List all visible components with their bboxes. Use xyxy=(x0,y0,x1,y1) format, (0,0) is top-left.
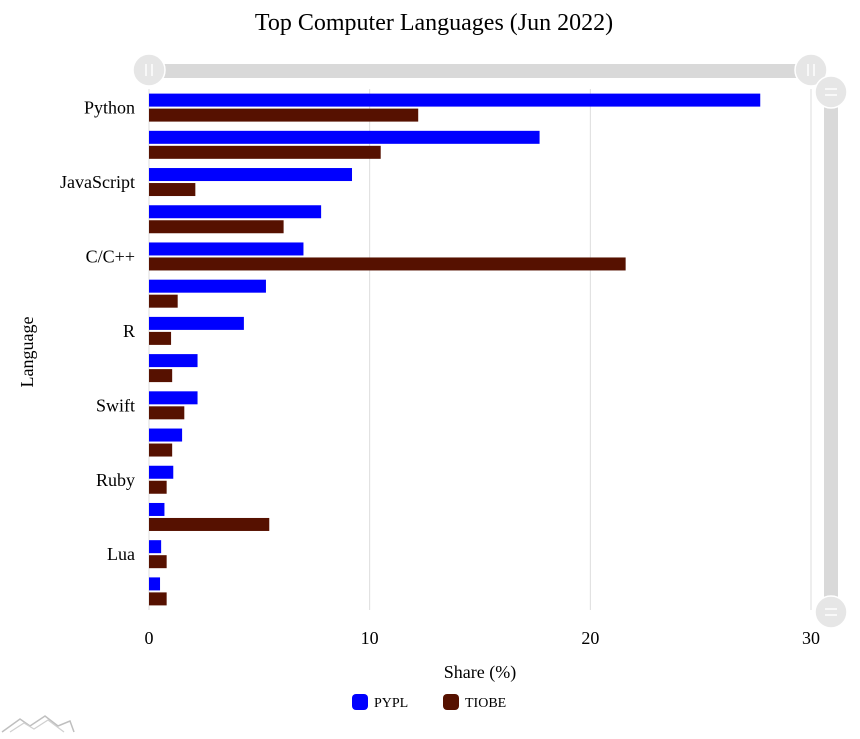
bar-pypl[interactable] xyxy=(149,354,198,368)
bar-pypl[interactable] xyxy=(149,502,165,516)
bar-pypl[interactable] xyxy=(149,130,540,144)
category-label: JavaScript xyxy=(60,172,135,192)
category-label: Swift xyxy=(96,395,135,415)
bar-pypl[interactable] xyxy=(149,577,161,591)
bar-pypl[interactable] xyxy=(149,316,244,330)
bar-tiobe[interactable] xyxy=(149,517,270,531)
bar-tiobe[interactable] xyxy=(149,555,167,569)
bar-pypl[interactable] xyxy=(149,391,198,405)
bar-pypl[interactable] xyxy=(149,93,761,107)
bar-tiobe[interactable] xyxy=(149,183,196,197)
legend-label: PYPL xyxy=(374,696,408,711)
bar-tiobe[interactable] xyxy=(149,220,284,234)
scroll-handle-top[interactable] xyxy=(814,75,848,109)
x-tick-label: 0 xyxy=(145,628,154,648)
x-tick-label: 30 xyxy=(802,628,820,648)
scroll-handle-right[interactable] xyxy=(794,53,828,87)
bars xyxy=(149,93,761,606)
legend[interactable]: PYPL TIOBE xyxy=(352,694,506,711)
x-axis-title: Share (%) xyxy=(444,662,516,683)
vertical-scrollbar-track[interactable] xyxy=(824,92,838,612)
bar-tiobe[interactable] xyxy=(149,592,167,606)
bar-tiobe[interactable] xyxy=(149,108,419,122)
horizontal-scrollbar[interactable] xyxy=(132,53,828,87)
x-tick-label: 20 xyxy=(581,628,599,648)
bar-pypl[interactable] xyxy=(149,465,174,479)
bar-pypl[interactable] xyxy=(149,242,304,256)
category-label: Ruby xyxy=(96,470,135,490)
bar-tiobe[interactable] xyxy=(149,443,173,457)
category-label: R xyxy=(123,321,135,341)
category-label: Lua xyxy=(107,544,135,564)
bar-tiobe[interactable] xyxy=(149,331,172,345)
bar-tiobe[interactable] xyxy=(149,480,167,494)
bar-pypl[interactable] xyxy=(149,279,266,293)
bar-pypl[interactable] xyxy=(149,540,162,554)
category-label: C/C++ xyxy=(86,246,135,266)
bar-pypl[interactable] xyxy=(149,168,353,182)
scroll-handle-left[interactable] xyxy=(132,53,166,87)
legend-item-tiobe[interactable]: TIOBE xyxy=(443,694,506,711)
legend-swatch xyxy=(443,694,459,710)
y-axis-categories: Python JavaScript C/C++ R Swift Ruby Lua xyxy=(60,98,135,565)
x-tick-label: 10 xyxy=(361,628,379,648)
bar-pypl[interactable] xyxy=(149,428,183,442)
horizontal-scrollbar-track[interactable] xyxy=(148,64,812,78)
legend-swatch xyxy=(352,694,368,710)
legend-label: TIOBE xyxy=(465,696,506,711)
bar-tiobe[interactable] xyxy=(149,294,178,308)
bar-tiobe[interactable] xyxy=(149,406,185,420)
bar-tiobe[interactable] xyxy=(149,257,626,271)
x-axis-ticks: 0 10 20 30 xyxy=(145,628,821,648)
y-axis-title: Language xyxy=(17,317,37,388)
category-label: Python xyxy=(84,98,135,118)
gridlines xyxy=(148,89,812,610)
chart-title: Top Computer Languages (Jun 2022) xyxy=(255,10,613,36)
bar-tiobe[interactable] xyxy=(149,369,173,383)
legend-item-pypl[interactable]: PYPL xyxy=(352,694,408,711)
bar-tiobe[interactable] xyxy=(149,145,381,159)
bar-pypl[interactable] xyxy=(149,205,322,219)
mountain-logo-icon xyxy=(1,715,75,733)
scroll-handle-bottom[interactable] xyxy=(814,595,848,629)
vertical-scrollbar[interactable] xyxy=(814,75,848,629)
